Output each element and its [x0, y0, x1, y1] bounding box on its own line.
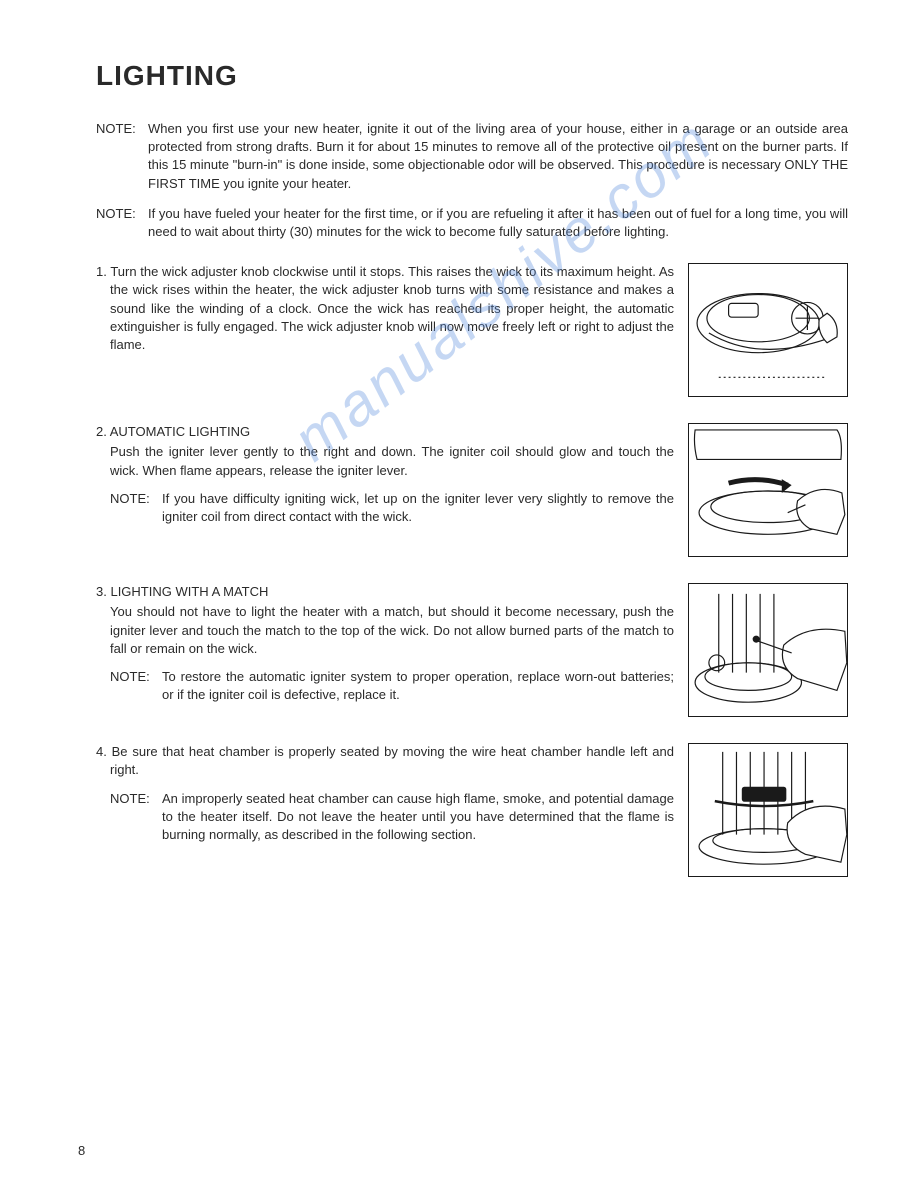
step-1: 1. Turn the wick adjuster knob clockwise… — [96, 263, 848, 397]
note-body: An improperly seated heat chamber can ca… — [162, 790, 674, 845]
note-label: NOTE: — [110, 790, 162, 845]
step-body: You should not have to light the heater … — [110, 603, 674, 658]
intro-note-1: NOTE: When you first use your new heater… — [96, 120, 848, 193]
note-label: NOTE: — [96, 205, 148, 241]
note-body: If you have fueled your heater for the f… — [148, 205, 848, 241]
note-body: If you have difficulty igniting wick, le… — [162, 490, 674, 526]
section-heading: LIGHTING — [96, 60, 848, 92]
step-note: NOTE: If you have difficulty igniting wi… — [110, 490, 674, 526]
step-text: 2. AUTOMATIC LIGHTING Push the igniter l… — [96, 423, 674, 526]
note-body: To restore the automatic igniter system … — [162, 668, 674, 704]
step-body: Be sure that heat chamber is properly se… — [110, 744, 674, 777]
illustration-heat-chamber — [688, 743, 848, 877]
page-number: 8 — [78, 1143, 85, 1158]
step-subhead: AUTOMATIC LIGHTING — [110, 424, 250, 439]
note-label: NOTE: — [110, 668, 162, 704]
illustration-igniter-lever — [688, 423, 848, 557]
illustration-match-lighting — [688, 583, 848, 717]
step-4: 4. Be sure that heat chamber is properly… — [96, 743, 848, 877]
note-label: NOTE: — [110, 490, 162, 526]
step-subhead: LIGHTING WITH A MATCH — [110, 584, 268, 599]
note-body: When you first use your new heater, igni… — [148, 120, 848, 193]
step-number: 1. — [96, 264, 107, 279]
step-note: NOTE: An improperly seated heat chamber … — [110, 790, 674, 845]
step-text: 4. Be sure that heat chamber is properly… — [96, 743, 674, 844]
step-number: 2. — [96, 424, 107, 439]
manual-page: LIGHTING NOTE: When you first use your n… — [0, 0, 918, 943]
step-number: 4. — [96, 744, 107, 759]
step-3: 3. LIGHTING WITH A MATCH You should not … — [96, 583, 848, 717]
step-text: 1. Turn the wick adjuster knob clockwise… — [96, 263, 674, 360]
note-label: NOTE: — [96, 120, 148, 193]
step-body: Push the igniter lever gently to the rig… — [110, 443, 674, 479]
step-number: 3. — [96, 584, 107, 599]
illustration-wick-knob — [688, 263, 848, 397]
step-body: Turn the wick adjuster knob clockwise un… — [110, 264, 674, 352]
intro-note-2: NOTE: If you have fueled your heater for… — [96, 205, 848, 241]
steps-area: 1. Turn the wick adjuster knob clockwise… — [96, 263, 848, 877]
step-2: 2. AUTOMATIC LIGHTING Push the igniter l… — [96, 423, 848, 557]
step-text: 3. LIGHTING WITH A MATCH You should not … — [96, 583, 674, 704]
step-note: NOTE: To restore the automatic igniter s… — [110, 668, 674, 704]
